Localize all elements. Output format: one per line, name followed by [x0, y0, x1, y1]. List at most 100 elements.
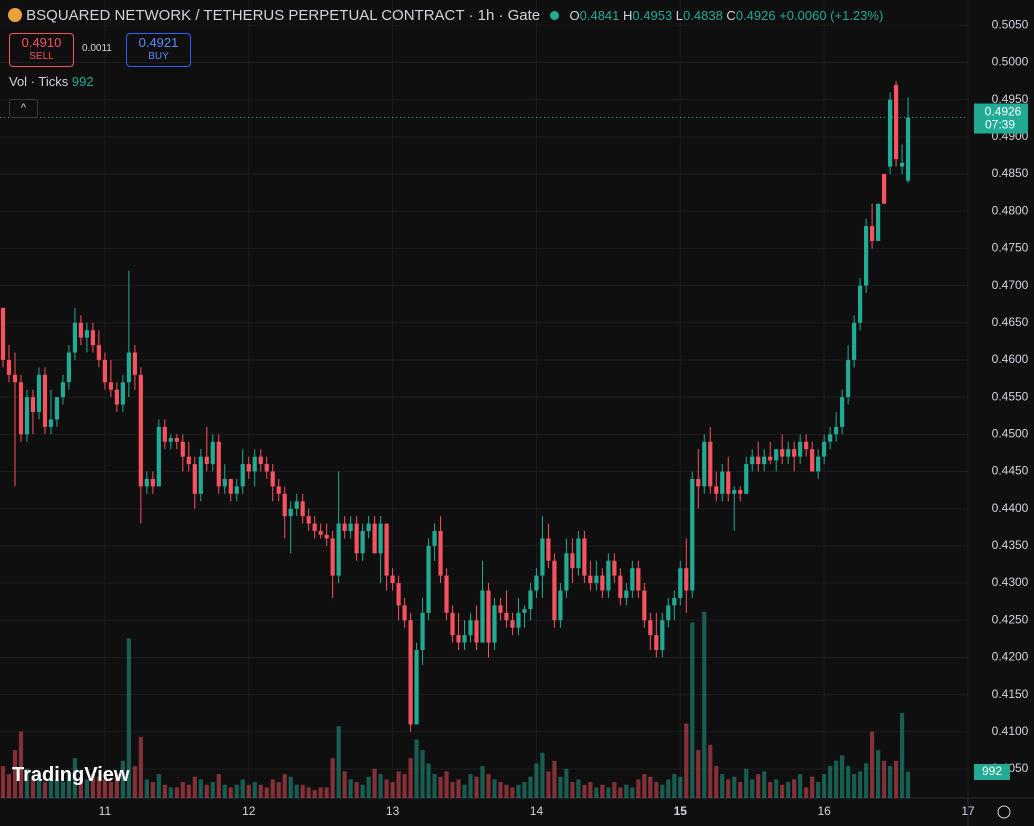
volume-bar: [396, 771, 401, 798]
volume-bar: [732, 776, 737, 798]
countdown: 07:39: [985, 118, 1015, 132]
candle-body: [732, 490, 737, 494]
volume-bar: [780, 784, 785, 798]
candle-body: [840, 397, 845, 427]
candle-body: [492, 605, 497, 643]
candle-body: [810, 449, 815, 472]
volume-bar: [300, 784, 305, 798]
volume-bar: [624, 784, 629, 798]
candle-body: [48, 419, 54, 427]
volume-bar: [834, 760, 839, 798]
volume-bar: [234, 784, 239, 798]
volume-bar: [114, 774, 119, 798]
candle-body: [792, 449, 797, 457]
y-tick-label: 0.4750: [992, 241, 1029, 255]
y-tick-label: 0.4500: [992, 426, 1029, 440]
x-tick-label: 15: [674, 804, 688, 818]
candle-body: [654, 635, 659, 651]
candle-body: [276, 486, 281, 494]
candle-body: [138, 374, 143, 487]
candle-body: [564, 553, 569, 591]
volume-bar: [390, 782, 395, 798]
volume-bar: [276, 782, 281, 798]
x-tick-label: 14: [530, 804, 544, 818]
candle-body: [588, 575, 593, 584]
candle-body: [384, 523, 389, 576]
volume-bar: [264, 787, 269, 798]
volume-bar: [588, 782, 593, 798]
volume-bar: [168, 787, 173, 798]
candle-body: [702, 441, 707, 487]
sell-label: SELL: [29, 51, 54, 62]
volume-bar: [600, 784, 605, 798]
candle-body: [570, 553, 575, 569]
volume-bar: [875, 750, 881, 798]
volume-bar: [246, 784, 251, 798]
volume-bar: [750, 779, 755, 798]
volume-bar: [690, 622, 695, 798]
candle-body: [192, 464, 197, 494]
volume-bar: [552, 760, 557, 798]
sell-button[interactable]: 0.4910 SELL: [9, 33, 74, 67]
candle-body: [258, 456, 263, 465]
candle-body: [162, 426, 167, 442]
volume-bar: [30, 779, 36, 798]
candle-body: [881, 174, 887, 204]
volume-bar: [60, 782, 66, 798]
volume-bar: [36, 774, 42, 798]
candle-body: [552, 560, 557, 621]
volume-bar: [504, 784, 509, 798]
volume-bar: [54, 779, 60, 798]
candle-body: [228, 478, 233, 494]
candle-body: [768, 456, 773, 461]
volume-bar: [726, 779, 731, 798]
volume-bar: [870, 731, 875, 798]
candle-body: [630, 568, 635, 591]
candle-body: [762, 456, 767, 465]
volume-bar: [666, 779, 671, 798]
volume-bar: [492, 779, 497, 798]
volume-bar: [852, 774, 857, 798]
volume-bar: [6, 774, 12, 798]
o-label: O: [569, 8, 580, 23]
vol-label: Vol · Ticks: [9, 74, 69, 89]
volume-bar: [102, 779, 107, 798]
buy-button[interactable]: 0.4921 BUY: [126, 33, 191, 67]
volume-bar: [120, 760, 125, 798]
volume-bar: [462, 784, 467, 798]
candle-body: [540, 538, 545, 576]
candle-body: [696, 478, 701, 487]
volume-bar: [108, 782, 113, 798]
candle-body: [522, 609, 527, 613]
candle-body: [150, 478, 155, 487]
candle-body: [360, 531, 365, 554]
y-tick-label: 0.4550: [992, 389, 1029, 403]
settings-icon: [997, 805, 1011, 819]
collapse-button[interactable]: ^: [9, 99, 38, 118]
volume-bar: [132, 766, 137, 798]
volume-bar: [456, 779, 461, 798]
candle-body: [0, 307, 6, 360]
volume-bar: [438, 776, 443, 798]
candle-body: [744, 464, 749, 494]
volume-bar: [558, 776, 563, 798]
volume-bar: [738, 782, 743, 798]
candle-body: [210, 441, 215, 465]
volume-bar: [899, 712, 905, 798]
volume-bar: [72, 758, 78, 798]
symbol-title[interactable]: BSQUARED NETWORK / TETHERUS PERPETUAL CO…: [26, 7, 541, 24]
volume-bar: [636, 779, 641, 798]
y-tick-label: 0.4700: [992, 278, 1029, 292]
volume-bar: [210, 782, 215, 798]
volume-bar: [720, 774, 725, 798]
candle-body: [852, 322, 857, 360]
symbol-icon: [8, 8, 22, 22]
header: BSQUARED NETWORK / TETHERUS PERPETUAL CO…: [8, 7, 883, 24]
volume-bar: [252, 782, 257, 798]
volume-bar: [893, 760, 899, 798]
volume-bar: [672, 774, 677, 798]
candle-body: [528, 590, 533, 610]
candle-body: [786, 449, 791, 457]
c-label: C: [726, 8, 736, 23]
vol-legend: Vol · Ticks 992: [9, 74, 94, 89]
